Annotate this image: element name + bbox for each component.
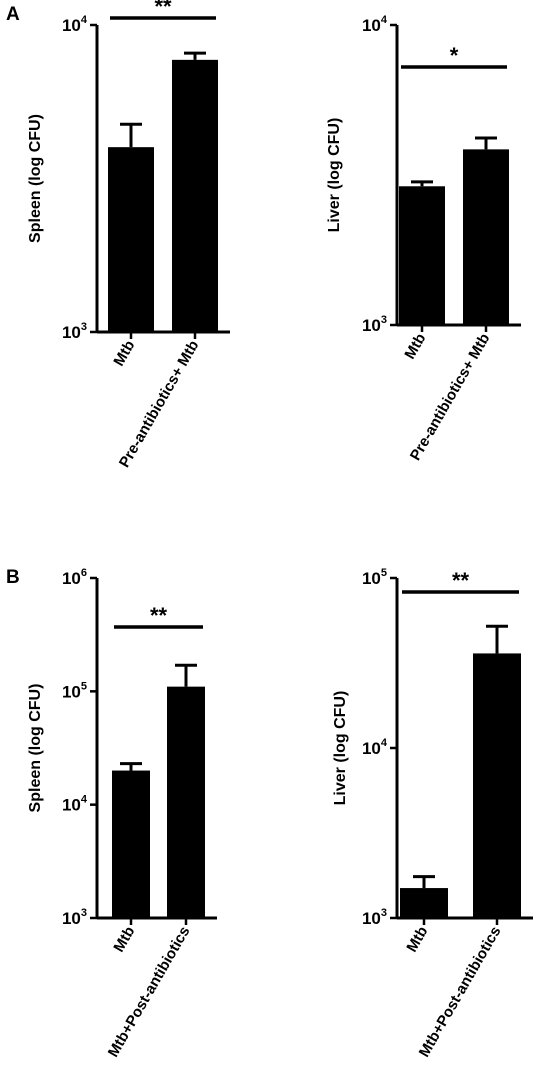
y-axis-label: Spleen (log CFU) xyxy=(27,684,44,813)
y-tick-label: 105 xyxy=(362,567,387,588)
y-tick-label: 104 xyxy=(362,737,388,758)
category-label: Mtb+Post-antibiotics xyxy=(416,924,505,1061)
panel-label-a: A xyxy=(6,4,20,25)
y-tick-label: 104 xyxy=(362,14,388,35)
bar xyxy=(473,653,521,918)
bar xyxy=(399,186,445,325)
bar xyxy=(108,147,154,332)
significance-marker: ** xyxy=(154,0,172,19)
panel-label-b: B xyxy=(6,567,20,588)
category-label: Mtb xyxy=(403,924,431,956)
significance-marker: ** xyxy=(452,568,470,593)
y-tick-label: 104 xyxy=(62,794,88,815)
category-label: Mtb xyxy=(110,338,138,370)
bar xyxy=(167,686,205,918)
significance-marker: ** xyxy=(150,603,168,628)
y-tick-label: 103 xyxy=(62,321,87,342)
y-tick-label: 106 xyxy=(62,567,87,588)
category-label: Mtb xyxy=(401,331,429,363)
y-tick-label: 103 xyxy=(362,314,387,335)
y-tick-label: 104 xyxy=(62,14,88,35)
y-tick-label: 103 xyxy=(362,907,387,928)
y-axis-label: Liver (log CFU) xyxy=(332,691,349,806)
y-axis-label: Spleen (log CFU) xyxy=(27,114,44,243)
bar xyxy=(463,149,509,325)
bar xyxy=(112,770,150,918)
significance-marker: * xyxy=(450,43,459,68)
bar xyxy=(400,888,448,918)
category-label: Mtb xyxy=(110,924,138,956)
y-tick-label: 103 xyxy=(62,907,87,928)
y-tick-label: 105 xyxy=(62,680,87,701)
y-axis-label: Liver (log CFU) xyxy=(326,118,343,233)
bar xyxy=(172,59,218,332)
chart-b-liver: 103 104 105 Liver (log CFU) MtbMtb+Post-anti… xyxy=(332,567,533,1060)
